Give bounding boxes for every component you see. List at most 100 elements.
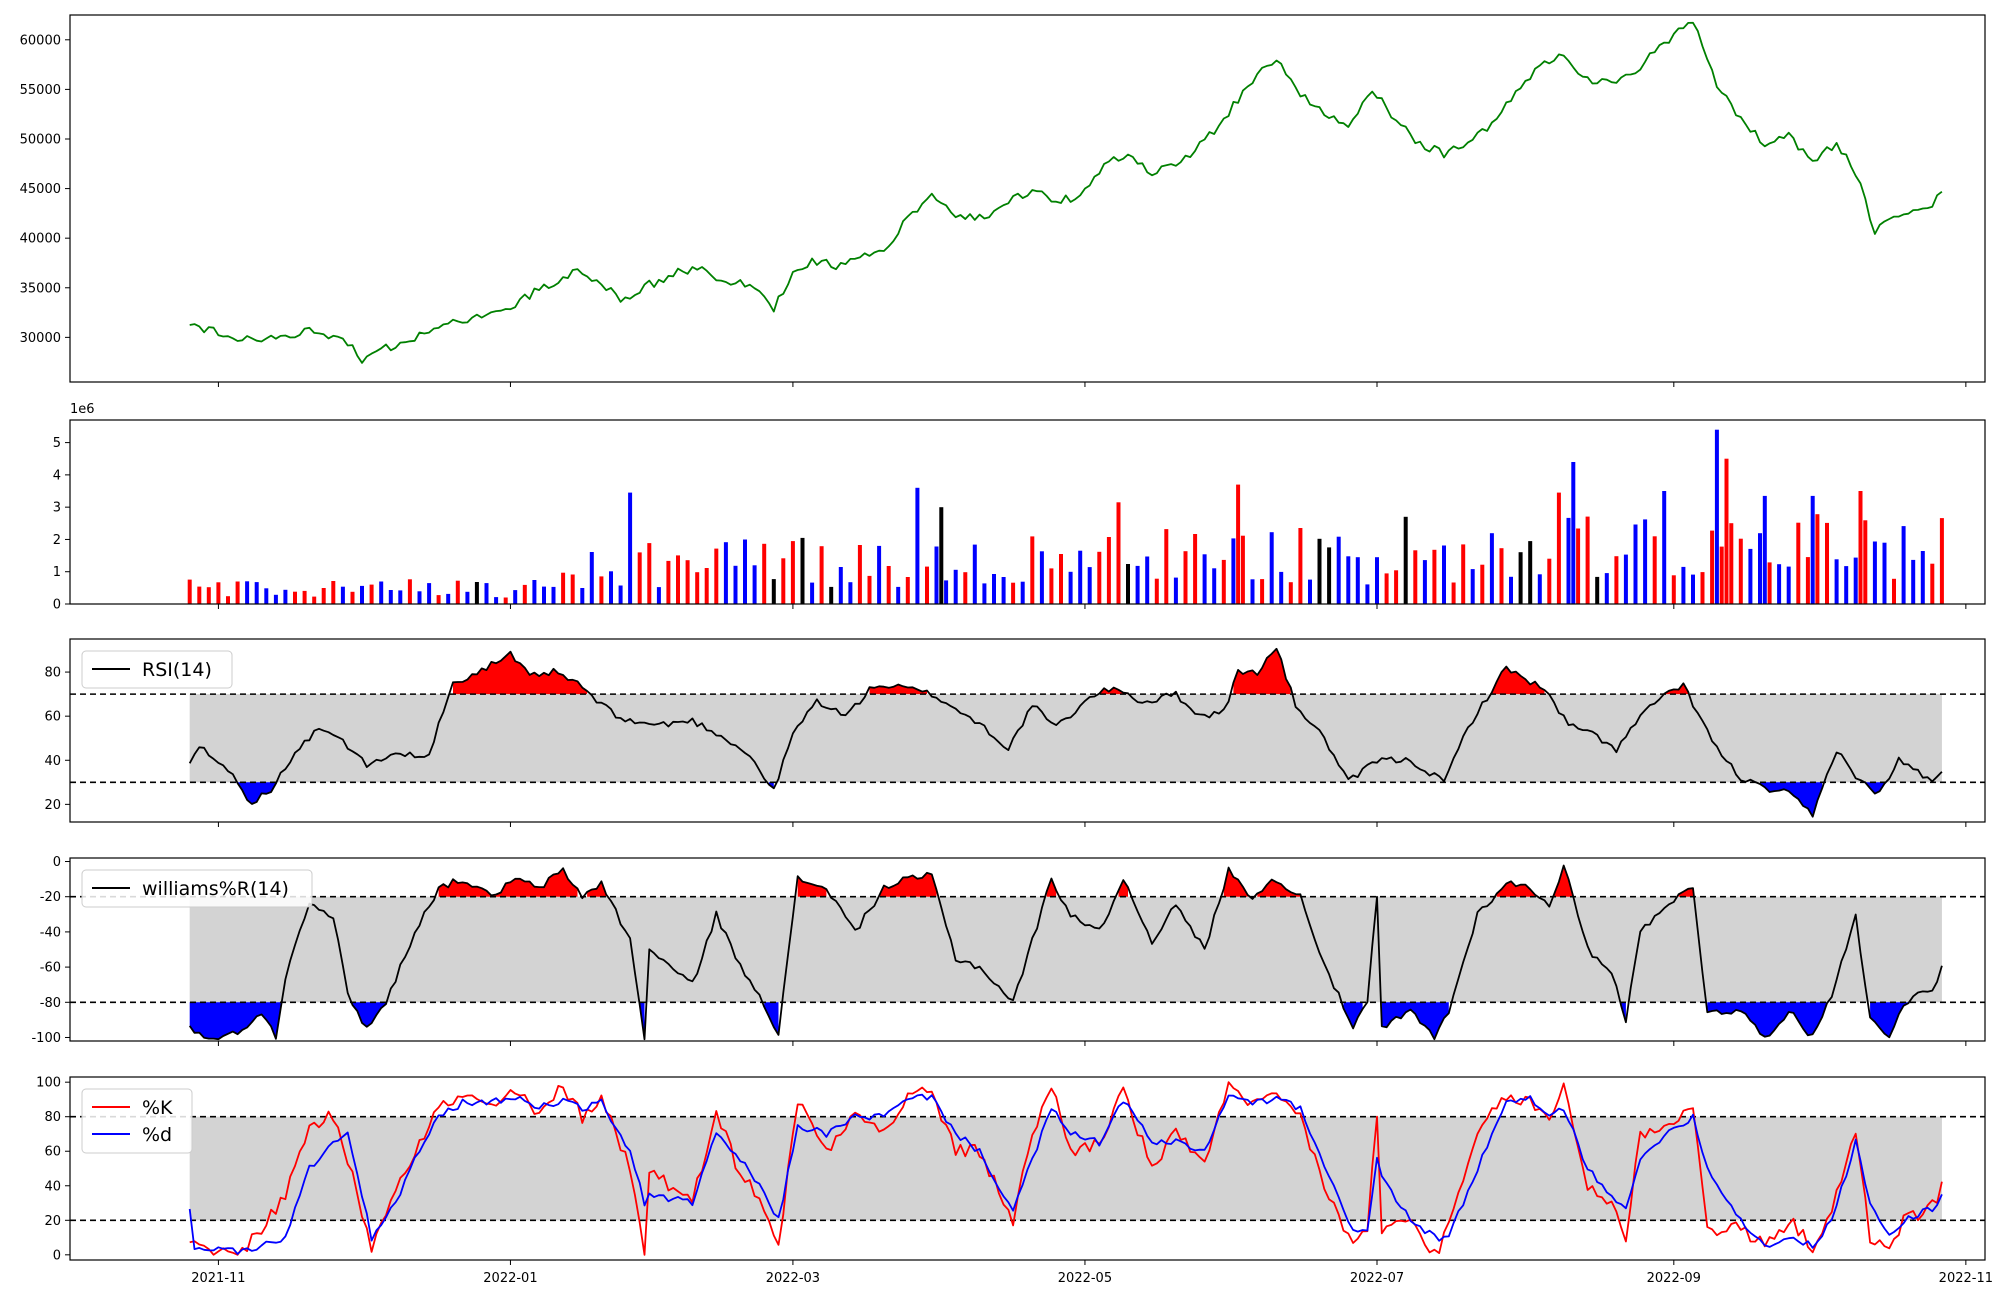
volume-bar-181: [1853, 557, 1858, 604]
volume-bar-155: [1643, 519, 1648, 604]
volume-bar-73: [886, 566, 891, 604]
volume-bar-145: [1556, 492, 1561, 604]
volume-bar-11: [293, 591, 297, 604]
volume-bar-118: [1298, 528, 1303, 604]
volume-bar-95: [1087, 567, 1092, 604]
volume-bar-129: [1403, 516, 1408, 604]
volume-bar-74: [896, 586, 901, 604]
volume-bar-75: [905, 577, 910, 604]
volume-ytick-label-5: 5: [53, 436, 61, 451]
volume-bar-7: [254, 582, 259, 604]
rsi-overbought-area-6: [1491, 666, 1545, 695]
volume-bar-170: [1762, 495, 1767, 604]
volume-bar-173: [1786, 566, 1791, 604]
volume-bar-96: [1097, 551, 1102, 604]
volume-bar-64: [800, 537, 805, 604]
volume-bar-17: [350, 591, 355, 604]
williams-overbought-area-9: [1554, 865, 1574, 897]
volume-bar-147: [1571, 462, 1576, 604]
stochastic-series-k: [189, 1081, 1943, 1256]
volume-bar-53: [695, 572, 700, 604]
volume-bar-56: [723, 542, 728, 604]
volume-bar-146: [1566, 517, 1571, 604]
volume-bar-127: [1384, 573, 1389, 604]
williams-ytick-label-1: -80: [40, 996, 61, 1011]
stochastic-ytick-label-4: 80: [44, 1110, 61, 1125]
volume-bar-94: [1078, 550, 1083, 604]
volume-bar-46: [628, 492, 633, 604]
volume-bar-139: [1499, 548, 1504, 604]
volume-bar-28: [455, 580, 460, 604]
price-ytick-label-2: 40000: [20, 232, 61, 247]
volume-bar-72: [877, 545, 882, 604]
volume-bar-0: [187, 579, 192, 604]
volume-bar-41: [580, 588, 585, 604]
volume-bar-125: [1365, 584, 1370, 604]
volume-bar-13: [312, 596, 317, 604]
volume-bar-1: [197, 586, 202, 604]
williams-oversold-area-5: [1381, 1002, 1449, 1040]
volume-bar-166: [1729, 523, 1734, 604]
volume-bar-59: [752, 565, 757, 604]
rsi-oversold-area-2: [1760, 782, 1823, 817]
williams-neutral-band: [189, 896, 1942, 1003]
volume-bar-5: [235, 581, 240, 604]
volume-bar-21: [388, 590, 393, 604]
volume-bar-186: [1892, 578, 1896, 604]
volume-bar-37: [542, 586, 546, 604]
volume-bar-79: [939, 507, 944, 604]
volume-bar-151: [1604, 573, 1609, 604]
volume-bar-164: [1719, 546, 1724, 604]
volume-bar-9: [273, 594, 278, 604]
williams-ytick-label-0: -100: [31, 1031, 61, 1046]
volume-bar-49: [656, 587, 661, 604]
volume-bar-162: [1710, 530, 1715, 604]
volume-bar-156: [1652, 536, 1657, 604]
stochastic-legend-label-1: %d: [142, 1124, 172, 1146]
volume-bar-66: [819, 546, 824, 604]
volume-bar-65: [810, 582, 815, 604]
volume-bar-26: [436, 595, 441, 604]
volume-bar-36: [532, 580, 537, 604]
volume-bar-143: [1537, 574, 1542, 604]
volume-bar-148: [1576, 528, 1581, 604]
price-ytick-label-5: 55000: [20, 83, 61, 98]
volume-ytick-label-3: 3: [53, 501, 61, 516]
volume-bar-191: [1939, 518, 1944, 604]
volume-bar-135: [1461, 544, 1466, 604]
williams-ytick-label-3: -40: [40, 925, 61, 940]
volume-bar-113: [1250, 579, 1255, 604]
volume-bar-159: [1681, 566, 1686, 604]
volume-bar-176: [1810, 495, 1815, 604]
volume-bar-116: [1279, 571, 1284, 604]
volume-bar-55: [714, 548, 719, 604]
volume-bar-101: [1145, 556, 1150, 604]
stochastic-ytick-label-0: 0: [53, 1248, 61, 1263]
volume-bar-57: [733, 565, 738, 604]
volume-bar-123: [1346, 556, 1351, 604]
volume-bar-152: [1614, 556, 1619, 604]
volume-bar-120: [1317, 538, 1322, 604]
volume-bar-157: [1662, 491, 1667, 604]
price-line: [189, 21, 1943, 364]
volume-bar-128: [1394, 570, 1399, 604]
williams-ytick-label-2: -60: [40, 961, 61, 976]
volume-bar-184: [1872, 541, 1877, 604]
volume-bar-144: [1547, 558, 1552, 604]
volume-bar-158: [1671, 575, 1676, 604]
volume-bar-38: [551, 586, 556, 604]
volume-bar-179: [1834, 559, 1839, 604]
stochastic-ytick-label-3: 60: [44, 1145, 61, 1160]
volume-ytick-label-4: 4: [53, 468, 61, 483]
volume-bar-62: [781, 558, 786, 604]
volume-bar-31: [484, 583, 489, 604]
volume-bar-98: [1116, 502, 1121, 604]
volume-bar-44: [609, 571, 613, 604]
volume-bar-99: [1126, 564, 1130, 604]
volume-ytick-label-2: 2: [53, 533, 61, 548]
volume-bar-124: [1355, 557, 1360, 604]
volume-bar-137: [1480, 564, 1485, 604]
volume-bar-138: [1489, 533, 1494, 604]
volume-offset-text: 1e6: [70, 402, 95, 417]
stochastic-ytick-label-2: 40: [44, 1179, 61, 1194]
